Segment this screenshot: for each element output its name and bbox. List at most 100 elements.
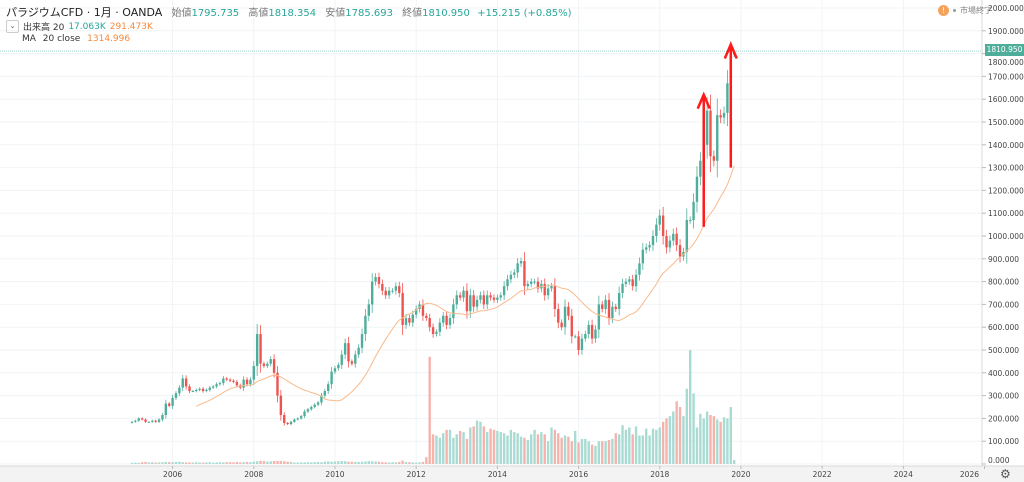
- volume-bar: [347, 461, 350, 464]
- candle-body: [215, 384, 218, 387]
- candle-body: [726, 83, 729, 113]
- candle-body: [665, 236, 668, 248]
- volume-bar: [482, 426, 486, 464]
- volume-bar: [370, 461, 374, 464]
- y-tick-label: 2000.000: [988, 4, 1024, 13]
- volume-bar: [543, 434, 546, 464]
- volume-bar: [431, 434, 435, 464]
- high-value: 1818.354: [268, 8, 317, 19]
- volume-bar: [611, 438, 614, 464]
- volume-bar: [357, 461, 360, 464]
- candle-body: [391, 290, 394, 292]
- volume-bar: [154, 462, 157, 464]
- candle-body: [316, 402, 320, 405]
- arrow-head-icon: [696, 91, 711, 110]
- candle-body: [587, 324, 590, 335]
- candle-body: [320, 395, 323, 403]
- volume-bar: [661, 421, 665, 464]
- candle-body: [374, 277, 377, 282]
- candle-body: [526, 283, 530, 287]
- candle-body: [641, 249, 645, 264]
- candle-body: [306, 409, 310, 412]
- volume-bar: [323, 461, 327, 464]
- candle-body: [384, 290, 387, 296]
- volume-bar: [279, 461, 283, 464]
- candle-body: [171, 397, 174, 406]
- candle-body: [232, 380, 235, 382]
- time-axis[interactable]: [0, 466, 1024, 482]
- candle-body: [570, 315, 573, 337]
- candle-body: [272, 359, 276, 373]
- candle-body: [208, 387, 212, 390]
- x-tick-label: 2020: [731, 470, 750, 479]
- volume-bar: [726, 418, 729, 464]
- y-tick-label: 1200.000: [988, 186, 1024, 195]
- candle-body: [486, 295, 489, 305]
- volume-bar: [178, 461, 181, 464]
- candle-body: [519, 261, 523, 264]
- volume-bar: [208, 462, 212, 464]
- y-tick-label: 1500.000: [988, 118, 1024, 127]
- candle-body: [580, 338, 584, 350]
- market-status-text: 市場終了: [960, 6, 992, 15]
- candle-body: [688, 220, 692, 222]
- candle-body: [475, 299, 479, 307]
- candle-body: [310, 407, 313, 410]
- high-label: 高値: [248, 8, 269, 19]
- volume-bar: [387, 462, 391, 464]
- volume-bar: [560, 437, 563, 464]
- volume-bar: [550, 427, 553, 464]
- volume-bar: [597, 441, 601, 464]
- volume-bar: [526, 440, 530, 464]
- volume-bar: [705, 411, 709, 464]
- candle-body: [198, 388, 201, 390]
- candle-body: [259, 334, 262, 364]
- price-axis[interactable]: [982, 0, 1024, 466]
- candle-body: [276, 372, 279, 396]
- symbol-title[interactable]: パラジウムCFD · 1月 · OANDA: [6, 6, 163, 19]
- volume-bar: [601, 441, 604, 464]
- volume-bar: [252, 461, 255, 464]
- volume-bar: [283, 461, 286, 464]
- ma-label[interactable]: MA: [22, 34, 36, 44]
- y-tick-label: 700.000: [988, 300, 1019, 309]
- candle-body: [611, 306, 614, 319]
- y-tick-label: 1600.000: [988, 95, 1024, 104]
- volume-bar: [381, 462, 384, 464]
- candle-body: [279, 395, 283, 415]
- volume-value: 17.063K: [68, 21, 106, 32]
- candle-body: [557, 308, 560, 323]
- candle-body: [621, 283, 624, 293]
- candle-body: [594, 329, 597, 339]
- candle-body: [651, 236, 655, 246]
- arrow-head-icon: [723, 41, 738, 59]
- candle-body: [672, 233, 675, 241]
- volume-bar: [235, 461, 239, 464]
- volume-bar: [222, 462, 225, 464]
- ma-legend: MA 20 close 1314.996: [22, 34, 130, 44]
- volume-bar: [678, 407, 682, 464]
- volume-bar: [722, 417, 726, 464]
- volume-bar: [168, 462, 171, 464]
- volume-bar: [448, 429, 452, 464]
- candle-body: [648, 245, 651, 248]
- collapse-toggle[interactable]: ⌄: [6, 20, 19, 33]
- x-tick-label: 2010: [325, 470, 344, 479]
- gear-icon[interactable]: ⚙: [1000, 467, 1011, 481]
- candle-body: [161, 414, 164, 420]
- volume-bar: [364, 461, 367, 464]
- candle-body: [205, 389, 208, 392]
- candle-body: [452, 304, 455, 319]
- volume-bar: [151, 462, 154, 464]
- volume-bar: [580, 438, 584, 464]
- volume-bar: [631, 434, 634, 464]
- market-status[interactable]: ! 市場終了: [938, 5, 992, 16]
- volume-bar: [557, 433, 560, 464]
- volume-label[interactable]: 出来高 20: [23, 23, 65, 33]
- candle-body: [675, 233, 678, 246]
- candle-body: [435, 331, 438, 335]
- candle-body: [506, 279, 509, 287]
- status-dot-icon: [953, 9, 956, 12]
- candle-body: [482, 295, 486, 305]
